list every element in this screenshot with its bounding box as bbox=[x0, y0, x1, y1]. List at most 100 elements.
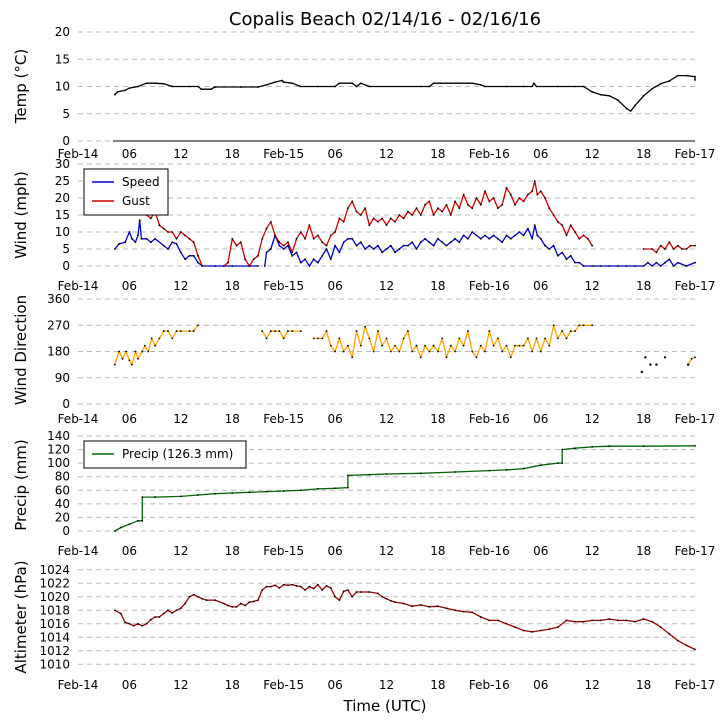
data-point bbox=[291, 251, 294, 254]
data-point bbox=[428, 605, 431, 608]
data-point bbox=[625, 265, 628, 267]
data-point bbox=[197, 254, 199, 257]
data-point bbox=[265, 227, 268, 230]
x-tick-label: Feb-15 bbox=[263, 412, 304, 426]
data-point bbox=[274, 81, 276, 84]
data-point bbox=[325, 248, 328, 250]
y-tick-label: 1010 bbox=[39, 657, 70, 671]
data-point bbox=[184, 602, 187, 605]
data-point bbox=[497, 337, 499, 340]
data-point bbox=[574, 330, 576, 332]
data-point bbox=[299, 261, 302, 264]
data-point bbox=[394, 251, 396, 254]
data-point bbox=[235, 244, 238, 247]
data-point bbox=[419, 85, 422, 88]
data-point bbox=[539, 629, 542, 632]
data-point bbox=[505, 85, 508, 88]
wind-direction-panel: 0 90 180 270 360 Feb-14 06 12 18 Feb-15 06 12 18 Feb-… bbox=[47, 292, 715, 426]
data-point bbox=[556, 254, 559, 257]
x-tick-label: 18 bbox=[636, 147, 651, 161]
x-tick-label: 06 bbox=[327, 544, 342, 558]
data-point bbox=[536, 234, 539, 237]
data-point bbox=[162, 330, 165, 332]
data-point bbox=[501, 203, 504, 206]
data-point bbox=[518, 231, 521, 233]
data-point bbox=[424, 237, 426, 240]
chart-title: Copalis Beach 02/14/16 - 02/16/16 bbox=[229, 9, 541, 30]
data-point bbox=[274, 234, 276, 237]
data-point bbox=[634, 265, 636, 267]
series-line bbox=[114, 324, 199, 366]
data-point bbox=[655, 363, 658, 366]
data-point bbox=[359, 82, 362, 85]
data-point bbox=[522, 85, 525, 88]
y-tick-label: 20 bbox=[55, 510, 70, 524]
data-point bbox=[651, 620, 654, 623]
data-point bbox=[149, 241, 152, 244]
data-point bbox=[175, 330, 178, 332]
x-tick-label: Feb-16 bbox=[469, 279, 510, 293]
data-point bbox=[428, 350, 431, 353]
series-line bbox=[141, 207, 203, 267]
y-tick-label: 0 bbox=[62, 524, 70, 538]
data-point bbox=[368, 244, 371, 247]
y-tick-label: 5 bbox=[62, 242, 70, 256]
data-point bbox=[552, 324, 555, 327]
data-point bbox=[501, 241, 504, 244]
data-point bbox=[325, 244, 328, 247]
data-point bbox=[640, 370, 644, 374]
data-point bbox=[668, 241, 671, 244]
data-point bbox=[642, 618, 645, 620]
data-point bbox=[536, 193, 539, 196]
data-point bbox=[548, 207, 551, 210]
data-point bbox=[437, 605, 439, 608]
data-point bbox=[132, 624, 135, 627]
x-tick-label: 18 bbox=[636, 279, 651, 293]
data-point bbox=[334, 350, 336, 353]
data-point bbox=[149, 618, 152, 621]
data-point bbox=[616, 265, 619, 267]
data-point bbox=[432, 82, 435, 85]
data-point bbox=[231, 237, 234, 240]
data-point bbox=[299, 85, 302, 88]
data-point bbox=[214, 492, 217, 495]
data-point bbox=[158, 224, 161, 227]
data-point bbox=[514, 344, 516, 347]
data-point bbox=[278, 330, 281, 332]
data-point bbox=[552, 244, 555, 247]
data-point bbox=[308, 265, 311, 267]
data-point bbox=[437, 207, 439, 210]
data-point bbox=[449, 241, 452, 244]
data-point bbox=[509, 237, 512, 240]
data-point bbox=[269, 330, 272, 332]
series-line bbox=[593, 258, 696, 267]
x-tick-label: Feb-17 bbox=[675, 544, 716, 558]
y-tick-label: 20 bbox=[55, 25, 70, 39]
legend-label: Gust bbox=[122, 194, 150, 208]
data-point bbox=[167, 248, 169, 250]
data-point bbox=[634, 104, 636, 107]
data-point bbox=[124, 89, 127, 92]
data-point bbox=[317, 583, 319, 586]
x-tick-label: 18 bbox=[430, 678, 445, 692]
data-point bbox=[505, 469, 508, 471]
data-point bbox=[608, 618, 611, 620]
data-point bbox=[548, 344, 551, 347]
x-tick-label: 18 bbox=[225, 412, 240, 426]
data-point bbox=[668, 80, 671, 82]
data-point bbox=[462, 234, 465, 237]
data-point bbox=[179, 251, 182, 254]
data-point bbox=[574, 447, 576, 450]
data-point bbox=[415, 344, 418, 347]
data-point bbox=[454, 237, 456, 240]
data-point bbox=[342, 590, 345, 593]
data-point bbox=[419, 214, 422, 216]
data-point bbox=[569, 330, 572, 332]
data-point bbox=[389, 599, 392, 602]
data-point bbox=[317, 488, 319, 490]
data-point bbox=[274, 584, 276, 587]
data-point bbox=[265, 83, 268, 86]
data-point bbox=[411, 214, 414, 216]
data-point bbox=[676, 261, 679, 264]
x-tick-label: Feb-16 bbox=[469, 412, 510, 426]
